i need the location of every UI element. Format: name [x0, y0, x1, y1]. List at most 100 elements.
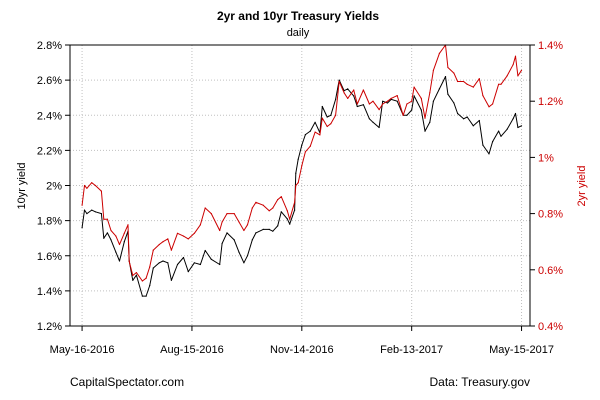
data-point: [338, 79, 340, 81]
data-point: [472, 86, 474, 88]
data-point: [402, 114, 404, 116]
data-point: [297, 158, 299, 160]
data-point: [132, 274, 134, 276]
data-point: [347, 97, 349, 99]
y-right-tick-label: 1.4%: [538, 40, 563, 52]
data-point: [100, 190, 102, 192]
data-point: [294, 201, 296, 203]
data-point: [158, 262, 160, 264]
data-point: [396, 100, 398, 102]
data-point: [118, 260, 121, 262]
data-point: [187, 238, 189, 240]
data-point: [167, 262, 169, 264]
y-left-tick-label: 1.8%: [37, 216, 62, 228]
data-point: [438, 52, 440, 55]
data-point: [301, 165, 303, 167]
data-point: [251, 207, 253, 209]
data-point: [272, 230, 274, 232]
data-point: [226, 213, 228, 215]
data-point: [246, 255, 249, 257]
data-point: [277, 199, 279, 201]
data-point: [123, 241, 125, 243]
data-point: [488, 106, 490, 108]
data-point: [145, 277, 147, 279]
data-point: [128, 260, 130, 262]
data-point: [309, 145, 311, 147]
data-point: [512, 64, 514, 66]
data-point: [347, 88, 349, 90]
data-point: [386, 100, 389, 102]
data-point: [517, 75, 519, 77]
data-point: [83, 184, 86, 187]
data-point: [94, 211, 96, 213]
data-point: [149, 266, 151, 268]
data-point: [514, 55, 517, 57]
data-point: [330, 114, 332, 116]
data-point: [132, 279, 134, 281]
data-point: [81, 204, 83, 206]
y-left-tick-label: 2%: [46, 181, 62, 193]
data-point: [251, 239, 253, 241]
y-axis-right-label: 2yr yield: [576, 166, 588, 207]
data-point: [219, 263, 221, 266]
data-point: [233, 239, 235, 241]
x-tick-label: May-15-2017: [489, 344, 554, 356]
data-point: [378, 126, 380, 129]
data-point: [319, 134, 321, 136]
data-point: [368, 103, 370, 105]
y-left-tick-label: 2.4%: [37, 110, 62, 122]
points-two-year: [81, 44, 523, 282]
data-point: [429, 92, 431, 94]
data-point: [182, 256, 185, 259]
data-point: [204, 207, 206, 209]
data-point: [243, 229, 245, 232]
data-point: [478, 78, 480, 80]
chart-title: 2yr and 10yr Treasury Yields: [217, 9, 379, 23]
data-point: [204, 249, 206, 252]
data-point: [262, 228, 264, 230]
data-point: [94, 184, 96, 187]
data-point: [463, 80, 465, 83]
data-point: [221, 221, 223, 223]
data-point: [378, 109, 380, 111]
data-point: [396, 95, 398, 97]
data-point: [372, 121, 374, 123]
data-point: [193, 262, 195, 264]
data-point: [492, 141, 494, 143]
data-point: [123, 232, 125, 234]
data-point: [118, 243, 121, 246]
data-point: [413, 95, 415, 97]
data-point: [255, 232, 257, 234]
data-point: [106, 232, 108, 234]
data-point: [478, 119, 480, 122]
data-point: [81, 227, 83, 229]
data-point: [362, 104, 364, 106]
data-point: [149, 285, 151, 287]
data-point: [517, 126, 519, 129]
data-point: [141, 280, 143, 282]
data-point: [135, 272, 137, 274]
data-point: [390, 97, 392, 99]
data-point: [187, 271, 189, 273]
data-point: [457, 80, 459, 83]
data-point: [353, 95, 355, 97]
data-point: [406, 103, 408, 105]
data-point: [382, 100, 384, 102]
data-point: [429, 121, 431, 123]
data-point: [520, 69, 523, 71]
data-point: [162, 260, 164, 262]
data-point: [115, 251, 117, 253]
data-point: [492, 103, 494, 105]
data-point: [238, 221, 240, 223]
data-point: [386, 102, 389, 104]
data-point: [135, 274, 137, 276]
data-point: [343, 92, 345, 94]
y-left-tick-label: 1.6%: [37, 251, 62, 263]
x-tick-label: Feb-13-2017: [380, 344, 443, 356]
data-point: [330, 123, 332, 125]
data-point: [176, 232, 179, 234]
data-point: [199, 224, 201, 226]
data-point: [447, 93, 449, 95]
data-point: [115, 235, 117, 237]
